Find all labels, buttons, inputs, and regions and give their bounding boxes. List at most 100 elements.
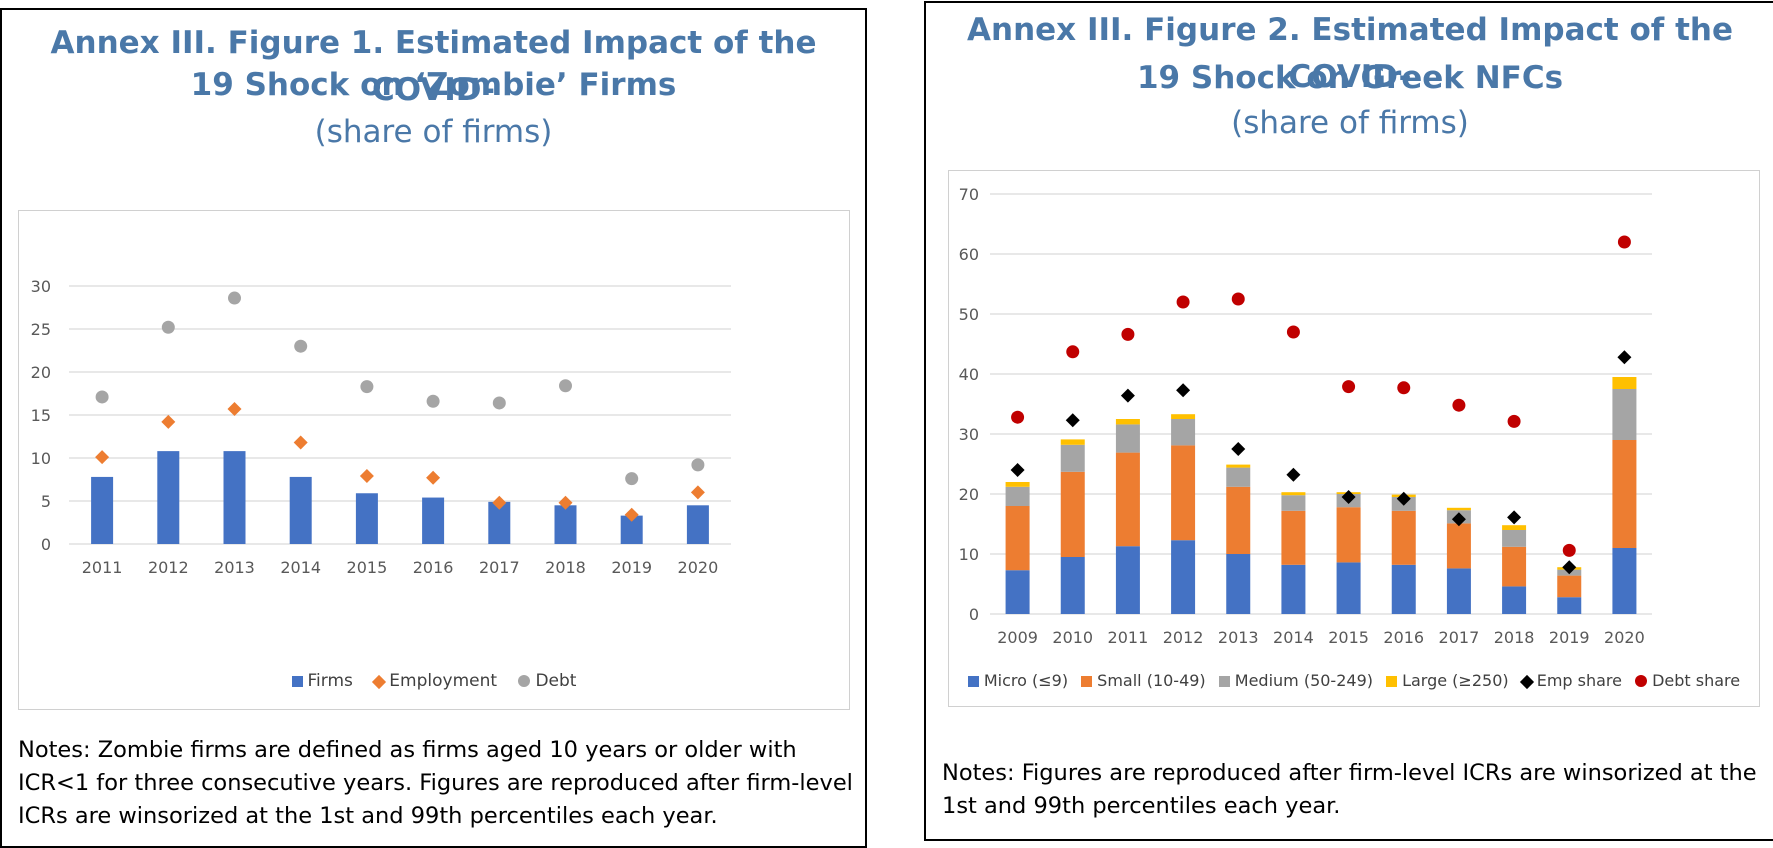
point-debt-2020 <box>691 458 705 472</box>
point-emp-share-2009 <box>1010 463 1025 477</box>
x-tick-label-2009: 2009 <box>997 628 1038 647</box>
bar-medium-50-249-2010 <box>1060 444 1085 472</box>
figure-2-notes-line1: Notes: Figures are reproduced after firm… <box>942 760 1757 786</box>
legend-label-large: Large (≥250) <box>1402 671 1509 690</box>
bar-firms-2011 <box>91 476 114 544</box>
figure-1-title-line1: Annex III. Figure 1. Estimated Impact of… <box>50 25 817 108</box>
figure-2-subtitle: (share of firms) <box>1231 105 1469 141</box>
bar-small-10-49-2016 <box>1391 510 1416 565</box>
y-tick-label-70: 70 <box>959 185 979 204</box>
figure-2-notes-line2: 1st and 99th percentiles each year. <box>942 793 1341 819</box>
legend-item-small: Small (10-49) <box>1081 671 1206 690</box>
x-tick-label-2010: 2010 <box>1052 628 1093 647</box>
figure-1-notes-line3: ICRs are winsorized at the 1st and 99th … <box>18 803 718 829</box>
legend-label-emp-share: Emp share <box>1536 671 1622 690</box>
legend-label-firms: Firms <box>307 671 353 691</box>
point-debt-share-2015 <box>1342 380 1356 394</box>
bar-firms-2020 <box>686 505 709 544</box>
point-employment-2013 <box>227 401 242 416</box>
bar-micro-9-2020 <box>1612 548 1637 614</box>
y-tick-label-20: 20 <box>959 485 979 504</box>
bar-medium-50-249-2014 <box>1281 495 1306 511</box>
figure-1-legend: Firms Employment Debt <box>19 671 849 691</box>
bar-small-10-49-2011 <box>1115 452 1140 547</box>
legend-swatch-firms <box>291 676 303 687</box>
legend-swatch-debt <box>518 675 531 687</box>
legend-swatch-medium <box>1218 676 1230 687</box>
legend-item-emp-share: Emp share <box>1519 671 1622 690</box>
bar-firms-2014 <box>289 476 312 544</box>
bar-micro-9-2013 <box>1226 554 1251 614</box>
x-tick-label-2012: 2012 <box>148 558 189 577</box>
legend-label-debt: Debt <box>535 671 577 691</box>
bar-large-250-2017 <box>1446 507 1471 511</box>
point-debt-share-2020 <box>1617 235 1631 249</box>
point-debt-share-2018 <box>1507 414 1521 428</box>
y-tick-label-30: 30 <box>959 425 979 444</box>
point-emp-share-2014 <box>1286 467 1301 482</box>
point-emp-share-2019 <box>1562 560 1577 575</box>
point-employment-2012 <box>161 414 176 429</box>
bar-large-250-2011 <box>1115 419 1140 425</box>
point-debt-2015 <box>360 380 374 394</box>
point-emp-share-2015 <box>1341 490 1356 504</box>
figure-2-title-line1: Annex III. Figure 2. Estimated Impact of… <box>967 12 1733 95</box>
point-emp-share-2011 <box>1120 388 1135 403</box>
bar-large-250-2012 <box>1171 414 1196 419</box>
point-emp-share-2013 <box>1231 442 1246 456</box>
bar-medium-50-249-2018 <box>1502 530 1527 547</box>
point-debt-share-2009 <box>1011 410 1025 424</box>
x-tick-label-2015: 2015 <box>1328 628 1369 647</box>
bar-small-10-49-2015 <box>1336 507 1361 563</box>
x-tick-label-2018: 2018 <box>1494 628 1535 647</box>
bar-medium-50-249-2009 <box>1005 486 1030 506</box>
point-employment-2014 <box>293 435 308 450</box>
x-tick-label-2016: 2016 <box>1383 628 1424 647</box>
legend-swatch-employment <box>372 674 387 690</box>
point-debt-share-2010 <box>1066 345 1080 359</box>
figure-1-title-line2: 19 Shock on ‘Zombie’ Firms <box>190 67 677 103</box>
point-debt-share-2019 <box>1562 543 1576 557</box>
legend-label-small: Small (10-49) <box>1097 671 1206 690</box>
y-tick-label-10: 10 <box>959 545 979 564</box>
bar-small-10-49-2010 <box>1060 471 1085 557</box>
bar-micro-9-2016 <box>1391 564 1416 614</box>
x-tick-label-2017: 2017 <box>1439 628 1480 647</box>
bar-micro-9-2012 <box>1171 540 1196 614</box>
bar-firms-2016 <box>422 497 445 544</box>
bar-large-250-2009 <box>1005 482 1030 487</box>
point-debt-2011 <box>95 390 109 404</box>
point-debt-share-2014 <box>1286 325 1300 339</box>
bar-small-10-49-2018 <box>1502 546 1527 587</box>
bar-micro-9-2015 <box>1336 562 1361 614</box>
bar-small-10-49-2009 <box>1005 506 1030 571</box>
point-employment-2017 <box>492 495 507 510</box>
point-debt-share-2013 <box>1231 292 1245 306</box>
bar-medium-50-249-2011 <box>1115 424 1140 453</box>
x-tick-label-2013: 2013 <box>1218 628 1259 647</box>
legend-item-debt-share: Debt share <box>1635 671 1740 690</box>
point-debt-2013 <box>228 291 241 305</box>
legend-swatch-emp-share <box>1519 674 1534 690</box>
x-tick-label-2014: 2014 <box>280 558 321 577</box>
x-tick-label-2013: 2013 <box>214 558 255 577</box>
bar-large-250-2013 <box>1226 464 1251 468</box>
legend-item-large: Large (≥250) <box>1386 671 1509 690</box>
legend-item-debt: Debt <box>518 671 576 691</box>
y-tick-label-20: 20 <box>31 363 51 382</box>
point-emp-share-2018 <box>1507 510 1522 525</box>
y-tick-label-15: 15 <box>31 406 51 425</box>
point-debt-2016 <box>426 394 440 408</box>
figure-1-chart: 0 5 10 15 20 25 30 2011 2012 2013 2014 2015 2016 2017… <box>18 210 850 710</box>
y-tick-label-30: 30 <box>31 277 51 296</box>
bar-small-10-49-2013 <box>1226 486 1251 554</box>
y-tick-label-25: 25 <box>31 320 51 339</box>
bar-micro-9-2017 <box>1446 568 1471 614</box>
figure-1-notes-line2: ICR<1 for three consecutive years. Figur… <box>18 770 853 796</box>
y-tick-label-40: 40 <box>959 365 979 384</box>
legend-swatch-debt-share <box>1635 675 1648 687</box>
point-debt-2014 <box>294 339 308 353</box>
bar-micro-9-2010 <box>1060 557 1085 614</box>
bar-micro-9-2009 <box>1005 570 1030 614</box>
x-tick-label-2020: 2020 <box>1604 628 1645 647</box>
